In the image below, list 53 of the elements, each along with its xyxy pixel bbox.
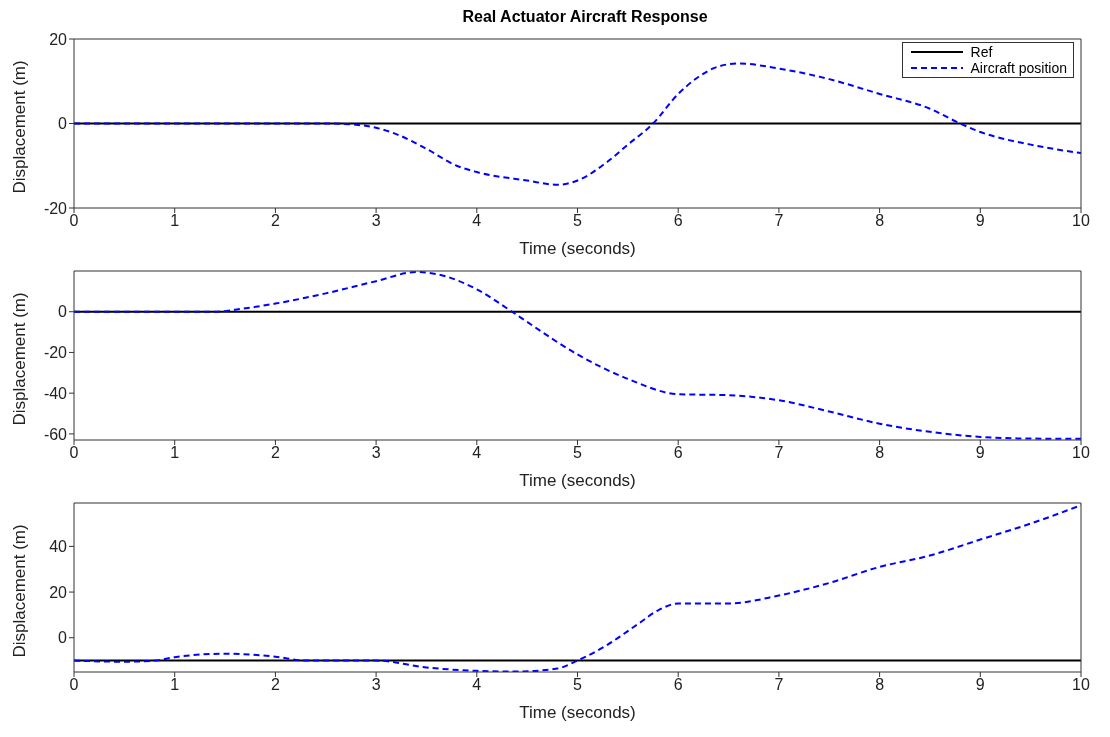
x-tick-label: 0 — [69, 444, 79, 462]
x-tick-label: 5 — [573, 444, 583, 462]
x-tick-label: 1 — [170, 676, 180, 694]
x-tick-label: 6 — [673, 676, 683, 694]
x-tick-label: 5 — [573, 212, 583, 230]
x-tick-label: 4 — [472, 676, 482, 694]
y-axis-title: Displacement (m) — [10, 60, 30, 194]
x-tick-label: 3 — [371, 676, 381, 694]
y-tick-label: -20 — [43, 199, 68, 217]
legend-label: Ref — [970, 44, 993, 60]
x-tick-label: 9 — [975, 444, 985, 462]
chart-title: Real Actuator Aircraft Response — [461, 8, 709, 26]
x-tick-label: 5 — [573, 676, 583, 694]
x-tick-label: 0 — [69, 676, 79, 694]
y-tick-label: 0 — [58, 115, 68, 133]
x-tick-label: 4 — [472, 444, 482, 462]
x-tick-label: 7 — [774, 676, 784, 694]
legend-label: Aircraft position — [970, 60, 1067, 76]
x-tick-label: 4 — [472, 212, 482, 230]
x-tick-label: 6 — [673, 444, 683, 462]
x-tick-label: 6 — [673, 212, 683, 230]
x-tick-label: 2 — [270, 444, 280, 462]
x-tick-label: 1 — [170, 212, 180, 230]
x-tick-label: 3 — [371, 444, 381, 462]
y-tick-label: -20 — [43, 344, 68, 362]
x-tick-label: 7 — [774, 444, 784, 462]
y-tick-label: -40 — [43, 384, 68, 402]
x-tick-label: 9 — [975, 212, 985, 230]
y-axis-title: Displacement (m) — [10, 292, 30, 426]
x-tick-label: 10 — [1072, 212, 1090, 230]
y-tick-label: 0 — [58, 629, 68, 647]
y-tick-label: -60 — [43, 425, 68, 443]
x-axis-title: Time (seconds) — [519, 471, 636, 490]
y-axis-title: Displacement (m) — [10, 524, 30, 658]
x-tick-label: 1 — [170, 444, 180, 462]
y-tick-label: 0 — [58, 303, 68, 321]
x-tick-label: 7 — [774, 212, 784, 230]
x-axis-title: Time (seconds) — [519, 239, 636, 258]
x-tick-label: 0 — [69, 212, 79, 230]
x-tick-label: 8 — [875, 676, 885, 694]
x-tick-label: 2 — [270, 212, 280, 230]
x-axis-title: Time (seconds) — [519, 703, 636, 722]
x-tick-label: 8 — [875, 444, 885, 462]
y-tick-label: 20 — [49, 30, 68, 48]
x-tick-label: 9 — [975, 676, 985, 694]
x-tick-label: 10 — [1072, 676, 1090, 694]
y-tick-label: 20 — [49, 583, 68, 601]
x-tick-label: 8 — [875, 212, 885, 230]
x-tick-label: 3 — [371, 212, 381, 230]
y-tick-label: 40 — [49, 538, 68, 556]
x-tick-label: 2 — [270, 676, 280, 694]
x-tick-label: 10 — [1072, 444, 1090, 462]
line-series — [74, 62, 1081, 186]
